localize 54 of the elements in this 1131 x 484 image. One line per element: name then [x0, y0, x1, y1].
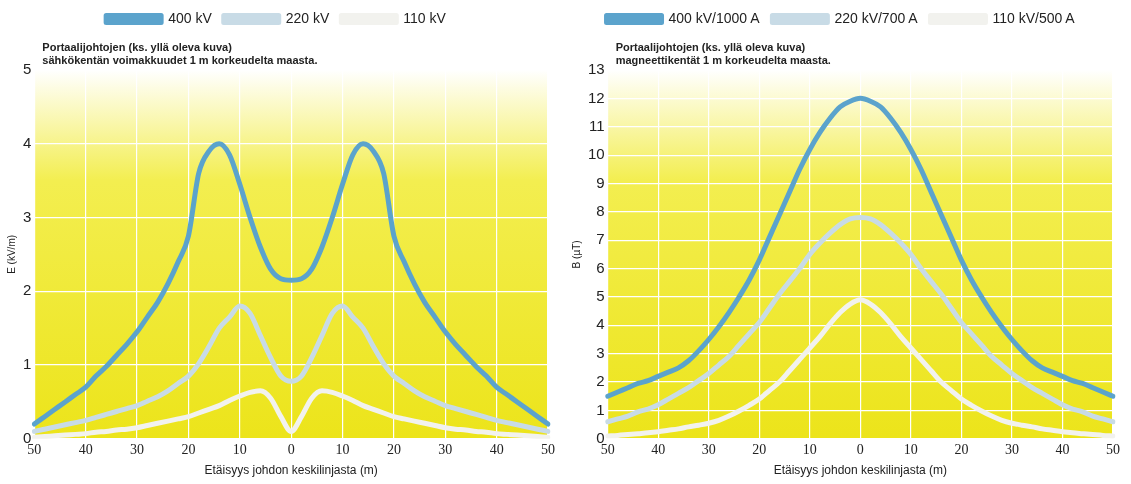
x-tick-label: 0 — [856, 441, 864, 457]
y-tick-label: 4 — [596, 315, 605, 333]
x-tick-label: 30 — [438, 441, 453, 457]
legend-label: 400 kV/1000 A — [668, 9, 761, 26]
y-tick-label: 9 — [596, 173, 605, 191]
x-tick-label: 40 — [1055, 441, 1070, 457]
x-axis-title: Etäisyys johdon keskilinjasta (m) — [773, 463, 948, 478]
y-tick-label: 0 — [596, 428, 605, 446]
x-tick-label: 40 — [489, 441, 504, 457]
y-tick-label: 5 — [23, 60, 32, 78]
x-tick-label: 30 — [701, 441, 716, 457]
legend-label: 220 kV/700 A — [834, 9, 919, 26]
x-tick-label: 40 — [651, 441, 666, 457]
y-axis-title: E (kV/m) — [5, 234, 17, 274]
y-tick-label: 3 — [23, 207, 32, 225]
legend-label: 110 kV — [403, 9, 447, 26]
y-tick-label: 4 — [23, 133, 32, 151]
x-tick-label: 10 — [232, 441, 247, 457]
x-tick-label: 30 — [130, 441, 145, 457]
y-tick-label: 12 — [588, 88, 605, 106]
x-axis-title: Etäisyys johdon keskilinjasta (m) — [204, 463, 378, 478]
text: Portaalijohtojen (ks. yllä oleva kuva) — [42, 40, 233, 53]
y-tick-label: 6 — [596, 258, 605, 276]
y-tick-label: 5 — [596, 287, 605, 305]
x-tick-label: 10 — [802, 441, 817, 457]
text: magneettikentät 1 m korkeudelta maasta. — [615, 53, 831, 66]
x-tick-label: 10 — [903, 441, 918, 457]
x-tick-label: 20 — [181, 441, 196, 457]
y-tick-label: 11 — [589, 116, 605, 134]
x-tick-label: 10 — [335, 441, 350, 457]
y-tick-label: 8 — [596, 201, 605, 219]
y-tick-label: 3 — [596, 343, 605, 361]
legend-label: 400 kV — [168, 9, 213, 26]
y-tick-label: 2 — [596, 372, 605, 390]
y-tick-label: 2 — [23, 281, 32, 299]
y-tick-label: 1 — [23, 355, 32, 373]
y-tick-label: 13 — [588, 60, 605, 78]
legend-label: 110 kV/500 A — [992, 9, 1076, 26]
x-tick-label: 50 — [1106, 441, 1120, 457]
text: sähkökentän voimakkuudet 1 m korkeudelta maasta. — [42, 53, 318, 66]
legend-label: 220 kV — [285, 9, 330, 26]
y-axis-title: B (µT) — [570, 240, 582, 269]
x-tick-label: 20 — [954, 441, 969, 457]
x-tick-label: 20 — [752, 441, 767, 457]
text: Portaalijohtojen (ks. yllä oleva kuva) — [615, 40, 806, 53]
y-tick-label: 0 — [23, 428, 32, 446]
y-tick-label: 10 — [588, 145, 605, 163]
x-tick-label: 0 — [287, 441, 295, 457]
y-tick-label: 1 — [596, 400, 605, 418]
x-tick-label: 40 — [78, 441, 93, 457]
x-tick-label: 50 — [541, 441, 555, 457]
y-tick-label: 7 — [596, 230, 605, 248]
x-tick-label: 20 — [386, 441, 401, 457]
x-tick-label: 30 — [1004, 441, 1019, 457]
